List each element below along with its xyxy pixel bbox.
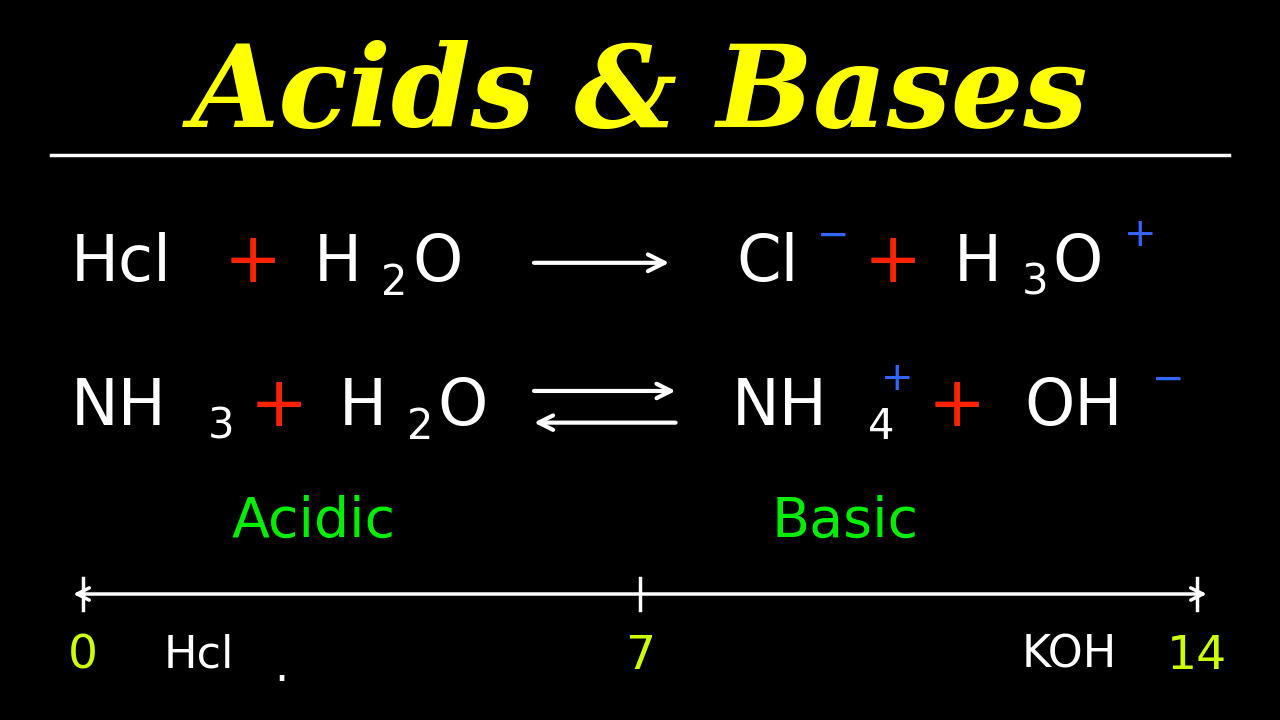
Text: 0: 0 bbox=[68, 634, 99, 678]
Text: 3: 3 bbox=[1021, 262, 1048, 304]
Text: 3: 3 bbox=[207, 406, 234, 448]
Text: 7: 7 bbox=[625, 634, 655, 678]
Text: Hcl: Hcl bbox=[70, 232, 172, 294]
Text: 2: 2 bbox=[381, 262, 408, 304]
Text: Cl: Cl bbox=[736, 232, 799, 294]
Text: 2: 2 bbox=[407, 406, 434, 448]
Text: +: + bbox=[864, 229, 923, 297]
Text: O: O bbox=[412, 232, 462, 294]
Text: H: H bbox=[314, 232, 362, 294]
Text: Acids & Bases: Acids & Bases bbox=[191, 40, 1089, 150]
Text: Basic: Basic bbox=[772, 495, 918, 549]
Text: +: + bbox=[1124, 217, 1156, 254]
Text: H: H bbox=[954, 232, 1002, 294]
Text: −: − bbox=[817, 217, 849, 254]
Text: O: O bbox=[438, 376, 488, 438]
Text: 14: 14 bbox=[1166, 634, 1228, 678]
Text: +: + bbox=[928, 373, 987, 441]
Text: 4: 4 bbox=[868, 406, 895, 448]
Text: OH: OH bbox=[1024, 376, 1123, 438]
Text: KOH: KOH bbox=[1021, 634, 1116, 677]
Text: Hcl: Hcl bbox=[164, 634, 233, 677]
Text: −: − bbox=[1152, 361, 1184, 398]
Text: .: . bbox=[274, 647, 289, 690]
Text: NH: NH bbox=[70, 376, 166, 438]
Text: NH: NH bbox=[732, 376, 828, 438]
Text: H: H bbox=[339, 376, 388, 438]
Text: Acidic: Acidic bbox=[232, 495, 396, 549]
Text: O: O bbox=[1052, 232, 1102, 294]
Text: +: + bbox=[224, 229, 283, 297]
Text: +: + bbox=[881, 361, 913, 398]
Text: +: + bbox=[250, 373, 308, 441]
